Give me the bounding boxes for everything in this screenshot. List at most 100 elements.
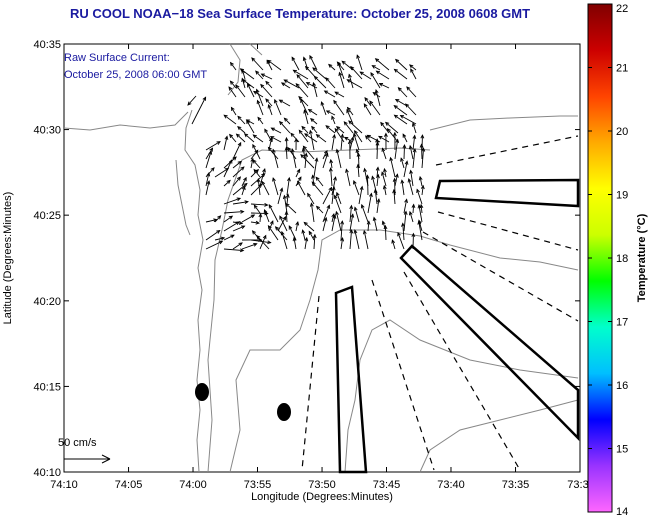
current-vector [345,168,351,187]
current-vector [253,204,261,214]
current-vector [229,61,237,71]
current-vector [331,176,337,196]
current-vector [391,239,396,250]
current-vector [283,117,291,125]
current-vector [307,108,318,116]
current-vector [205,141,221,151]
current-vector [416,188,423,205]
current-vector [315,176,324,187]
current-vector [334,91,345,98]
current-vector [232,176,242,187]
current-vector [297,180,306,196]
current-vector [348,120,363,134]
current-vector [360,203,369,223]
zone-south [334,285,368,474]
current-vector [406,86,417,98]
y-tick-label: 40:20 [33,296,61,308]
current-vector [287,146,297,160]
current-vector [340,237,345,250]
current-vector [381,171,387,187]
current-vector [284,146,289,160]
y-tick-label: 40:15 [33,381,61,393]
current-vector [421,147,426,169]
current-vector [263,208,270,223]
current-vector [315,134,327,143]
current-vector [205,180,211,196]
current-vector [277,215,287,232]
current-vector [417,204,423,223]
current-vector [223,215,234,223]
current-vector [280,230,288,250]
current-vector [392,188,397,205]
current-vector [325,110,336,116]
colorbar-tick-label: 21 [616,63,628,75]
current-vector [364,96,372,107]
current-vector [393,68,408,80]
current-vector [367,192,373,214]
current-vector [205,171,211,187]
current-vector [376,198,381,214]
current-vector [260,73,273,80]
current-vector [323,90,336,98]
current-vector [232,221,244,225]
x-tick-label: 73:40 [437,479,465,491]
current-vector [320,101,327,116]
current-vector [307,192,315,205]
current-vector [337,61,345,80]
current-vector [279,215,288,232]
current-vector [313,75,327,89]
colorbar-tick-label: 20 [616,126,628,138]
contour-mid [229,229,579,473]
y-tick-label: 40:35 [33,39,61,51]
current-vector [277,187,284,205]
zone-northeast [434,178,580,208]
colorbar-tick-label: 18 [616,253,628,265]
current-vector [347,139,352,160]
current-vector [223,179,231,187]
coastline-contours [63,43,579,473]
current-vector [295,168,301,178]
current-vector [394,98,408,107]
current-vector [223,248,245,253]
current-vector [292,69,309,80]
current-vector [251,57,264,71]
channel-boundaries [301,135,579,471]
colorbar-tick-label: 15 [616,444,628,456]
current-vector [253,168,261,178]
current-vector [331,185,336,205]
current-vector [309,54,318,71]
current-vector [329,158,334,169]
current-vector [265,98,273,107]
current-vector [378,83,390,89]
current-vector [229,80,237,89]
current-vector [382,184,387,196]
current-vector [237,125,246,134]
current-vector [353,129,363,143]
current-vector [372,216,378,232]
current-vector [252,134,264,143]
current-vector [349,136,355,151]
current-vector [349,204,354,223]
current-vector [214,215,222,223]
current-vector [325,125,336,134]
x-tick-label: 73:55 [244,479,272,491]
current-vector [325,77,336,89]
scale-label: 50 cm/s [58,437,97,449]
current-vector [363,103,372,116]
current-vector [378,135,390,143]
current-vector [282,194,288,214]
current-vector [352,179,360,196]
current-vector [267,103,273,116]
current-annotation-line2: October 25, 2008 06:00 GMT [64,69,208,81]
x-tick-label: 74:10 [50,479,78,491]
current-vector [383,224,388,241]
colorbar-tick-label: 17 [616,317,628,329]
current-vector [205,240,224,250]
colorbar-tick-label: 22 [616,3,628,15]
contour-east [429,115,578,131]
current-vector [283,79,300,89]
current-vector [322,186,333,205]
channel-line [435,135,579,166]
current-vector [308,129,315,151]
current-vector [322,149,328,160]
